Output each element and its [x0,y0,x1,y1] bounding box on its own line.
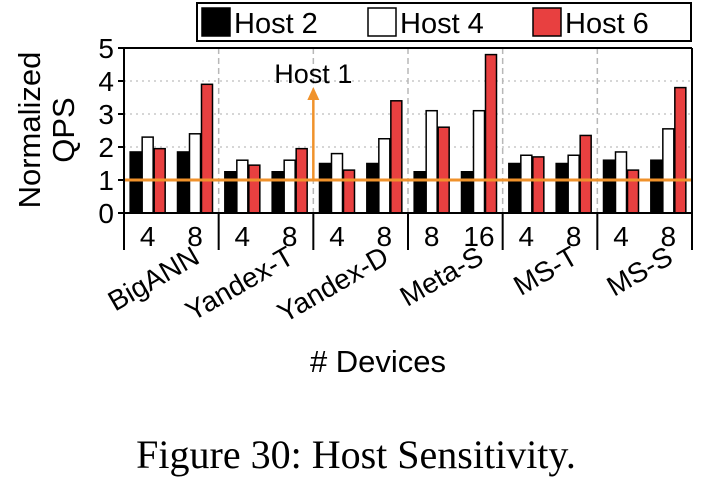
bar-host-2-ms-t-8 [555,162,568,214]
device-tick-yandex-d-0: 4 [329,221,345,252]
legend-label-host-4: Host 4 [400,8,484,40]
device-tick-ms-s-1: 8 [661,221,677,252]
bar-host-2-yandex-d-4 [318,162,332,214]
legend-label-host-6: Host 6 [565,8,649,40]
bar-host-6-bigann-8 [200,83,214,214]
bar-host-4-ms-t-4 [520,154,533,214]
figure-caption: Figure 30: Host Sensitivity. [136,432,576,477]
bar-host-6-yandex-d-4 [342,169,356,214]
legend-swatch-host-2 [201,7,231,37]
y-tick-label-0: 0 [98,198,114,229]
bar-host-4-ms-s-8 [662,128,675,214]
bar-host-6-meta-s-8 [437,126,450,214]
bar-host-6-yandex-d-8 [390,100,403,214]
bar-host-4-bigann-8 [188,133,202,214]
device-tick-meta-s-1: 16 [463,221,494,252]
y-tick-label-1: 1 [98,165,114,196]
bar-host-2-bigann-4 [129,151,142,214]
x-axis-label: # Devices [310,344,446,379]
y-tick-label-3: 3 [98,99,114,130]
bar-host-6-meta-s-16 [484,53,498,214]
bar-host-4-bigann-4 [141,136,154,214]
bar-host-2-meta-s-16 [460,171,474,214]
bar-host-6-ms-t-8 [579,134,592,214]
legend-swatch-host-6 [532,7,562,37]
bar-host-6-yandex-t-4 [248,164,261,214]
bar-host-4-meta-s-16 [472,109,486,214]
legend-frame [196,2,692,42]
bar-host-4-ms-s-4 [614,151,628,214]
y-axis-label-line2: QPS [46,97,81,162]
bar-host-2-bigann-8 [176,151,190,214]
reference-label: Host 1 [274,59,352,89]
legend-label-host-2: Host 2 [234,8,318,40]
device-tick-bigann-1: 8 [187,221,203,252]
bar-host-2-yandex-d-8 [366,162,379,214]
y-tick-label-4: 4 [98,66,114,97]
device-tick-ms-t-1: 8 [566,221,582,252]
host-1-reference: Host 1 [124,59,692,182]
bar-host-2-yandex-t-8 [271,171,284,214]
bar-host-6-ms-t-4 [532,156,545,214]
group-label-meta-s: Meta-S [395,240,489,312]
bar-host-4-yandex-t-8 [283,159,296,214]
device-tick-labels: 4 8 4 8 4 8 8 16 4 8 4 8 [140,221,676,252]
bar-host-6-ms-s-4 [626,169,640,214]
device-tick-bigann-0: 4 [140,221,156,252]
bar-host-4-yandex-d-4 [330,152,344,214]
bar-host-4-yandex-d-8 [378,138,391,214]
bar-host-2-meta-s-8 [413,171,426,214]
y-axis-label-line1: Normalized [12,52,47,209]
legend: Host 2 Host 4 Host 6 [196,2,692,42]
device-tick-meta-s-0: 8 [424,221,440,252]
bar-host-4-ms-t-8 [567,154,580,214]
device-tick-yandex-t-1: 8 [282,221,298,252]
bar-host-2-ms-s-4 [602,159,616,214]
bar-host-6-ms-s-8 [674,86,687,214]
device-tick-ms-t-0: 4 [519,221,535,252]
axes [118,47,693,250]
bar-host-2-ms-t-4 [508,162,521,214]
bar-host-4-meta-s-8 [425,109,438,214]
y-tick-label-5: 5 [98,33,114,64]
device-tick-ms-s-0: 4 [613,221,629,252]
device-tick-yandex-t-0: 4 [235,221,251,252]
bar-host-4-yandex-t-4 [236,159,249,214]
legend-swatch-host-4 [367,7,397,37]
reference-arrow-head [307,87,320,100]
bar-host-2-yandex-t-4 [224,171,237,214]
device-tick-yandex-d-1: 8 [377,221,393,252]
y-tick-label-2: 2 [98,132,114,163]
bar-host-2-ms-s-8 [650,159,663,214]
